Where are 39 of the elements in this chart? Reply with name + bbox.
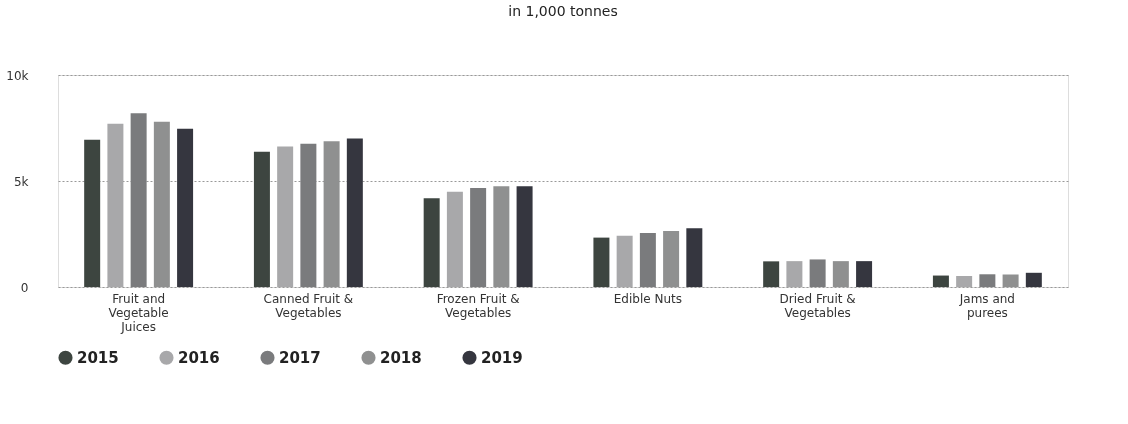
bar bbox=[593, 237, 610, 287]
bar bbox=[616, 235, 633, 287]
x-tick-label: Frozen Fruit & Vegetables bbox=[436, 291, 520, 320]
bar bbox=[1025, 272, 1042, 287]
x-tick-label: Dried Fruit & Vegetables bbox=[779, 291, 856, 320]
legend-label: 2015 bbox=[77, 348, 119, 367]
bar bbox=[84, 139, 101, 287]
bar bbox=[516, 186, 533, 287]
bar bbox=[470, 188, 487, 287]
x-tick-label: Jams and purees bbox=[958, 291, 1015, 320]
legend-label: 2017 bbox=[279, 348, 321, 367]
y-tick-label: 0 bbox=[20, 280, 29, 295]
bar bbox=[346, 138, 363, 287]
bar bbox=[277, 146, 294, 287]
x-tick-label: Edible Nuts bbox=[613, 291, 682, 306]
bar bbox=[177, 128, 194, 287]
x-tick-label: Canned Fruit & Vegetables bbox=[263, 291, 354, 320]
legend-label: 2016 bbox=[178, 348, 220, 367]
x-tick-label: Fruit and Vegetable Juices bbox=[108, 291, 169, 334]
bar bbox=[107, 123, 124, 287]
bar bbox=[130, 113, 147, 287]
bar bbox=[423, 198, 440, 287]
bar bbox=[446, 191, 463, 287]
legend-label: 2019 bbox=[481, 348, 523, 367]
bar bbox=[686, 228, 703, 287]
bar bbox=[763, 261, 780, 287]
legend-label: 2018 bbox=[380, 348, 422, 367]
bar bbox=[932, 275, 949, 287]
bar bbox=[300, 143, 317, 287]
bar bbox=[639, 232, 656, 287]
y-tick-label: 5k bbox=[13, 174, 29, 189]
chart-title: in 1,000 tonnes bbox=[508, 3, 618, 19]
bar bbox=[253, 151, 270, 287]
y-tick-label: 10k bbox=[6, 68, 29, 83]
bar bbox=[809, 259, 826, 287]
bar bbox=[786, 261, 803, 287]
bar bbox=[856, 261, 873, 287]
bar bbox=[979, 274, 996, 287]
bar bbox=[956, 275, 973, 287]
